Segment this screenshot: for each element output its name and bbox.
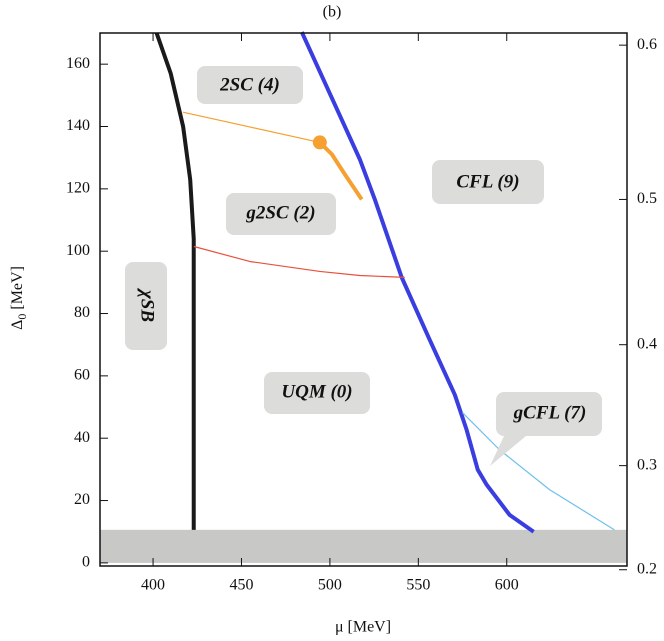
y-tick-label: 160	[66, 55, 90, 72]
endpoint	[312, 135, 327, 150]
y-tick-label: 80	[74, 304, 90, 321]
annotation: CFL (9)	[456, 171, 519, 192]
label-box	[226, 193, 336, 235]
chart-title: (b)	[323, 4, 342, 21]
shaded-band	[100, 529, 627, 563]
x-tick-label: 450	[229, 577, 253, 594]
y-tick-label: 140	[66, 117, 90, 134]
boundary-line	[154, 32, 196, 530]
x-tick-label: 500	[318, 577, 342, 594]
boundary-line	[462, 412, 615, 531]
y2-tick-label: 0.6	[637, 36, 657, 53]
x-axis-label: μ [MeV]	[335, 619, 391, 636]
y-label-unit: [MeV]	[9, 266, 26, 314]
annotation: g2SC (2)	[245, 202, 315, 223]
annotations: 2SC (4) CFL (9) g2SC (2) UQM (0) gCFL (7…	[125, 66, 602, 466]
boundary-line	[182, 111, 320, 143]
boundary-line	[193, 245, 405, 278]
y-tick-label: 40	[74, 429, 90, 446]
label-box	[432, 160, 544, 204]
y-tick-label: 120	[66, 180, 90, 197]
plot-frame	[99, 32, 628, 567]
y-axis-label: Δ0 [MeV]	[9, 266, 29, 330]
boundary-line	[318, 140, 364, 201]
y-tick-label: 60	[74, 367, 90, 384]
x-tick-label: 600	[495, 577, 519, 594]
x-tick-label: 400	[141, 577, 165, 594]
label-box	[197, 66, 303, 104]
y-label-sub: 0	[15, 314, 29, 320]
y-tick-label: 100	[66, 242, 90, 259]
annotation: gCFL (7)	[513, 402, 587, 423]
annotation: UQM (0)	[281, 381, 352, 402]
y-tick-label: 0	[82, 554, 90, 571]
label-box	[264, 372, 370, 414]
y-label-symbol: Δ	[9, 320, 26, 330]
annotation: χSB	[137, 287, 158, 322]
y2-tick-label: 0.2	[637, 560, 657, 577]
y2-tick-label: 0.4	[637, 335, 657, 352]
annotation: 2SC (4)	[219, 74, 280, 95]
y2-tick-label: 0.3	[637, 456, 657, 473]
y2-tick-label: 0.5	[637, 190, 657, 207]
y-tick-label: 20	[74, 491, 90, 508]
x-tick-label: 550	[406, 577, 430, 594]
boundary-line	[299, 31, 535, 534]
label-box	[125, 262, 167, 350]
label-box	[490, 392, 602, 466]
